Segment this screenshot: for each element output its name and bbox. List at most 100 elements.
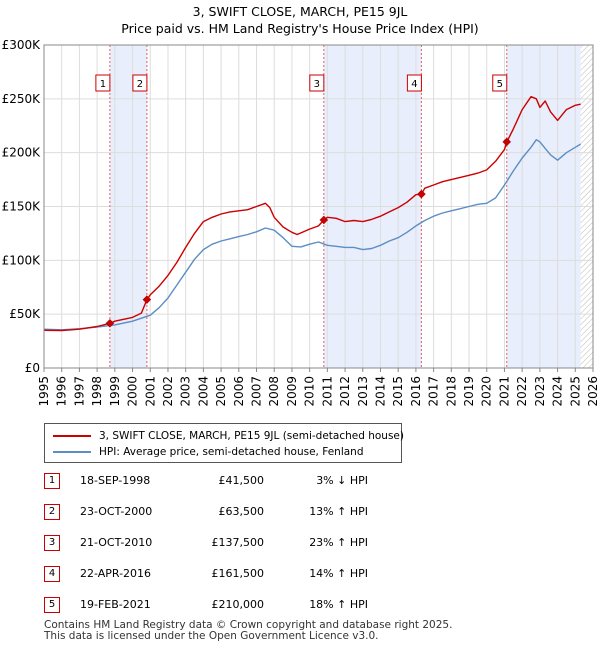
sale-price: £41,500 — [218, 474, 265, 487]
y-tick-label: £200K — [2, 146, 42, 160]
x-tick-label: 2015 — [391, 376, 405, 407]
sale-price: £63,500 — [218, 505, 265, 518]
sale-badge-label: 3 — [314, 79, 320, 90]
sale-hpi-diff: 18% ↑ HPI — [309, 598, 368, 611]
x-tick-label: 2026 — [586, 376, 600, 407]
x-tick-label: 2022 — [515, 376, 529, 407]
x-tick-label: 2024 — [551, 376, 565, 407]
sale-price: £161,500 — [211, 567, 265, 580]
x-tick-label: 2016 — [409, 376, 423, 407]
sale-hpi-diff: 14% ↑ HPI — [309, 567, 368, 580]
x-tick-label: 2012 — [338, 376, 352, 407]
sale-date: 19-FEB-2021 — [80, 598, 151, 611]
x-tick-label: 2017 — [427, 376, 441, 407]
y-tick-label: £250K — [2, 92, 42, 106]
legend-label-hpi: HPI: Average price, semi-detached house,… — [99, 446, 364, 458]
x-tick-label: 2005 — [214, 376, 228, 407]
x-tick-label: 1995 — [37, 376, 51, 407]
footer-copyright: Contains HM Land Registry data © Crown c… — [44, 619, 453, 631]
grid-lines — [43, 44, 594, 369]
x-tick-label: 2008 — [267, 376, 281, 407]
sale-badge-label: 1 — [100, 79, 106, 90]
price-chart: 1 2 3 4 5 £0 £50K £100K £150K £200K £250K £300K 19… — [2, 38, 600, 407]
x-axis-ticks: 1995 1996 1997 1998 1999 2000 2001 2002 2003 2004… — [37, 368, 600, 407]
y-tick-label: £50K — [9, 307, 41, 321]
sale-date: 23-OCT-2000 — [80, 505, 153, 518]
sale-badge-box — [132, 74, 148, 92]
footer-license: This data is licensed under the Open Gov… — [44, 630, 379, 642]
legend-swatch-hpi — [53, 451, 91, 453]
sale-badge-label: 4 — [411, 79, 417, 90]
x-tick-label: 2004 — [196, 376, 210, 407]
sale-badge-label: 2 — [137, 79, 143, 90]
sale-point — [105, 318, 115, 328]
sale-badge-box — [95, 74, 111, 92]
sale-point — [319, 215, 329, 225]
sale-points — [105, 137, 512, 328]
plot-frame — [43, 44, 594, 369]
sale-row: 5 19-FEB-2021 £210,000 18% ↑ HPI — [44, 597, 444, 613]
x-tick-label: 2019 — [462, 376, 476, 407]
x-tick-label: 2010 — [303, 376, 317, 407]
legend-label-property: 3, SWIFT CLOSE, MARCH, PE15 9JL (semi-de… — [99, 430, 404, 442]
x-tick-label: 2002 — [161, 376, 175, 407]
x-tick-label: 2021 — [497, 376, 511, 407]
property-price-line — [43, 95, 581, 332]
legend-item-property: 3, SWIFT CLOSE, MARCH, PE15 9JL (semi-de… — [53, 429, 404, 443]
x-tick-label: 2025 — [568, 376, 582, 407]
legend-swatch-property — [53, 435, 91, 437]
sale-hpi-diff: 23% ↑ HPI — [309, 536, 368, 549]
x-tick-label: 2011 — [320, 376, 334, 407]
chart-title: 3, SWIFT CLOSE, MARCH, PE15 9JL Price pa… — [0, 3, 600, 37]
sale-badge-box — [309, 74, 325, 92]
x-tick-label: 2006 — [232, 376, 246, 407]
x-tick-label: 2014 — [373, 376, 387, 407]
x-tick-label: 1997 — [72, 376, 86, 407]
x-tick-label: 2023 — [533, 376, 547, 407]
sale-date: 21-OCT-2010 — [80, 536, 153, 549]
sale-point — [417, 189, 426, 199]
sale-badge: 4 — [44, 566, 60, 582]
sale-point — [142, 295, 152, 304]
sale-badge-box — [492, 74, 508, 92]
x-tick-label: 2018 — [444, 376, 458, 407]
sale-price: £210,000 — [211, 598, 265, 611]
x-tick-label: 2009 — [285, 376, 299, 407]
sale-hpi-diff: 13% ↑ HPI — [309, 505, 368, 518]
sale-badges: 1 2 3 4 5 — [95, 74, 508, 92]
y-tick-label: £0 — [25, 361, 40, 375]
sale-row: 1 18-SEP-1998 £41,500 3% ↓ HPI — [44, 473, 444, 489]
y-tick-label: £100K — [2, 253, 42, 267]
sale-price: £137,500 — [211, 536, 265, 549]
x-tick-label: 1998 — [90, 376, 104, 407]
sale-badge: 2 — [44, 504, 60, 520]
sale-date: 18-SEP-1998 — [80, 474, 151, 487]
sale-row: 4 22-APR-2016 £161,500 14% ↑ HPI — [44, 566, 444, 582]
legend-item-hpi: HPI: Average price, semi-detached house,… — [53, 445, 363, 459]
x-tick-label: 1996 — [55, 376, 69, 407]
x-tick-label: 2020 — [480, 376, 494, 407]
legend: 3, SWIFT CLOSE, MARCH, PE15 9JL (semi-de… — [44, 423, 404, 463]
sale-badge: 5 — [44, 597, 60, 613]
x-tick-label: 2003 — [179, 376, 193, 407]
sale-row: 2 23-OCT-2000 £63,500 13% ↑ HPI — [44, 504, 444, 520]
sale-point — [502, 137, 512, 147]
y-axis-ticks: £0 £50K £100K £150K £200K £250K £300K — [2, 38, 42, 375]
sale-badge: 1 — [44, 473, 60, 489]
y-tick-label: £150K — [2, 200, 42, 214]
sale-row: 3 21-OCT-2010 £137,500 23% ↑ HPI — [44, 535, 444, 551]
sale-badge: 3 — [44, 535, 60, 551]
y-tick-label: £300K — [2, 38, 42, 52]
sale-badge-box — [406, 74, 422, 92]
chart-title-line1: 3, SWIFT CLOSE, MARCH, PE15 9JL — [192, 4, 408, 19]
hpi-line — [43, 138, 581, 331]
x-tick-label: 1999 — [108, 376, 122, 407]
footer: Contains HM Land Registry data © Crown c… — [44, 620, 452, 642]
x-tick-label: 2000 — [126, 376, 140, 407]
x-tick-label: 2013 — [356, 376, 370, 407]
x-tick-label: 2007 — [250, 376, 264, 407]
sale-marker-lines — [109, 45, 508, 368]
sale-hpi-diff: 3% ↓ HPI — [316, 474, 368, 487]
plot-border — [43, 44, 594, 369]
series-lines — [43, 95, 581, 332]
